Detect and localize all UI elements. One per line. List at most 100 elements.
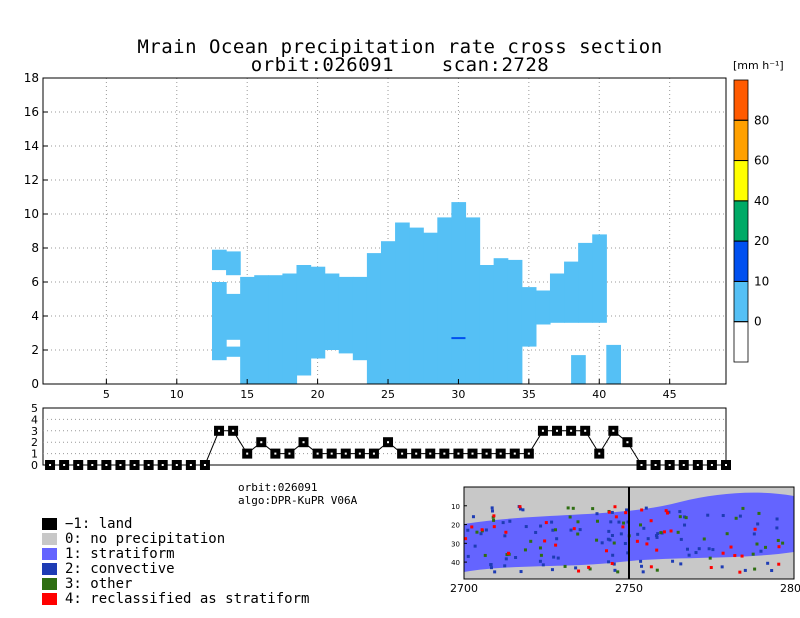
rain-column [549,273,565,323]
swath-pixel [687,553,691,557]
profile-point-dot [725,464,727,466]
swath-pixel [707,547,711,551]
profile-point-dot [485,452,488,455]
swath-pixel [534,530,538,534]
swath-pixel [556,556,560,560]
swath-pixel [503,564,507,568]
swath-pixel [753,527,757,531]
rain-column [226,346,241,357]
profile-point-dot [654,464,657,466]
swath-pixel [756,522,760,526]
swath-pixel [466,554,470,558]
swath-pixel [729,545,733,549]
swath-pixel [466,528,470,532]
x-tick-label: 30 [451,388,465,401]
swath-pixel [489,566,493,570]
x-tick-label: 25 [381,388,395,401]
x-tick-label: 10 [170,388,184,401]
legend-label: 4: reclassified as stratiform [65,590,310,607]
swath-pixel [775,517,779,521]
swath-pixel [669,529,673,533]
map-x-tick-label: 2750 [615,582,643,595]
rain-column [310,266,326,359]
legend-swatch [42,562,57,575]
profile-point-dot [387,441,390,444]
swath-pixel [613,568,617,572]
rain-column [465,217,481,384]
rain-column [211,249,227,271]
profile-point-dot [105,464,108,466]
profile-point-dot [344,452,347,455]
swath-map-chart: 2700 2750 2800 10 20 30 40 [450,486,800,595]
profile-point-dot [429,452,432,455]
swath-pixel [616,570,620,574]
swath-pixel [613,505,617,509]
legend-item: −1: land [42,516,132,532]
rain-column [254,275,269,384]
swath-pixel [576,532,580,536]
profile-point-dot [612,429,615,432]
profile-point-dot [584,429,587,432]
profile-point-dot [119,464,122,466]
swath-pixel [612,541,616,545]
swath-pixel [539,524,543,528]
swath-pixel [623,542,627,546]
swath-pixel [721,514,725,518]
swath-pixel [611,553,615,557]
rain-column [380,241,396,384]
profile-point-dot [527,452,530,455]
swath-pixel [711,548,715,552]
colorbar-tick-label: 40 [754,194,769,208]
chart-title: Mrain Ocean precipitation rate cross sec… [137,36,663,58]
swath-pixel [734,516,738,520]
y-tick-label: 8 [31,241,39,255]
swath-pixel [626,551,630,555]
swath-pixel [518,507,522,511]
swath-pixel [738,570,742,574]
colorbar-tick-label: 10 [754,274,769,288]
map-x-tick-label: 2800 [780,582,800,595]
swath-pixel [523,548,527,552]
rain-column [282,273,298,384]
swath-pixel [662,530,666,534]
swath-pixel [725,532,729,536]
profile-point-dot [372,452,375,455]
rain-column [437,217,452,384]
swath-pixel [645,542,649,546]
profile-point-dot [274,452,277,455]
profile-point-dot [457,452,460,455]
profile-point-dot [91,464,94,466]
swath-pixel [766,561,770,565]
profile-y-tick-label: 2 [31,436,38,449]
rain-column [493,258,509,384]
swath-pixel [587,565,591,569]
swath-pixel [489,563,493,567]
swath-pixel [550,568,554,572]
swath-pixel [679,537,683,541]
swath-pixel [617,520,621,524]
profile-line [50,430,726,466]
swath-pixel [777,545,781,549]
swath-pixel [554,543,558,547]
legend-label: 2: convective [65,560,175,577]
swath-pixel [600,541,604,545]
swath-pixel [470,525,474,529]
swath-pixel [683,515,687,519]
profile-point-dot [330,452,333,455]
swath-pixel [574,566,578,570]
profile-point-dot [513,452,516,455]
rain-column [366,253,382,384]
swath-pixel [654,534,658,538]
profile-point-dot [203,464,206,466]
x-tick-label: 40 [592,388,606,401]
swath-pixel [609,520,613,524]
swath-pixel [757,511,761,515]
profile-point-dot [147,464,150,466]
x-tick-label: 15 [240,388,254,401]
swath-pixel [483,553,487,557]
rain-type-legend: −1: land 0: no precipitation 1: stratiform… [0,512,330,607]
swath-pixel [555,537,559,541]
profile-point-dot [556,429,559,432]
